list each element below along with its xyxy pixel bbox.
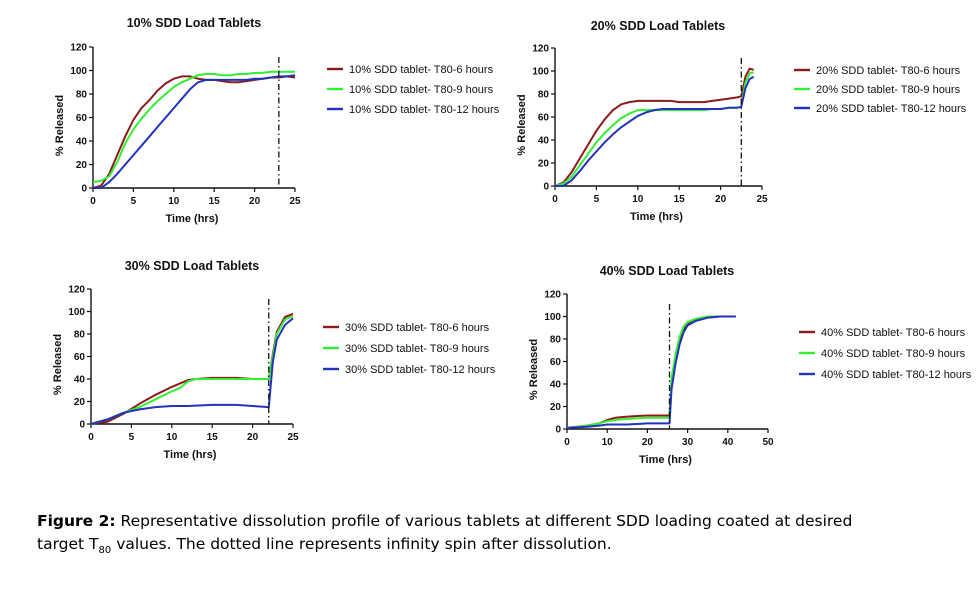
chart-title: 30% SDD Load Tablets: [125, 259, 260, 273]
x-axis-label: Time (hrs): [639, 454, 692, 466]
y-tick-label: 20: [74, 397, 86, 408]
y-tick-label: 60: [550, 357, 562, 368]
y-tick-label: 40: [76, 137, 88, 148]
y-tick-label: 80: [76, 90, 88, 101]
legend-label-3: 30% SDD tablet- T80-12 hours: [345, 364, 496, 376]
x-tick-label: 5: [129, 432, 135, 443]
x-axis-label: Time (hrs): [166, 213, 219, 225]
x-tick-label: 30: [682, 437, 694, 448]
x-tick-label: 5: [594, 194, 600, 205]
series-line-3: [90, 317, 294, 425]
y-tick-label: 40: [538, 136, 550, 147]
series-line-1: [92, 75, 296, 189]
y-tick-label: 60: [538, 113, 550, 124]
y-tick-label: 0: [81, 184, 87, 195]
y-tick-label: 60: [74, 352, 86, 363]
y-tick-label: 20: [550, 402, 562, 413]
series-line-1: [566, 315, 736, 429]
caption-subscript: 80: [98, 545, 112, 557]
chart-title: 40% SDD Load Tablets: [600, 264, 735, 278]
series-line-3: [555, 75, 755, 187]
chart-title: 10% SDD Load Tablets: [127, 16, 262, 30]
chart-panel-1: 10% SDD Load Tablets 0 20 40 60 80 100 120 0 5 10 1…: [54, 16, 500, 225]
y-axis-label: % Released: [54, 95, 66, 156]
y-tick-label: 120: [68, 285, 85, 296]
y-axis-label: % Released: [528, 339, 540, 400]
y-tick-label: 100: [544, 312, 561, 323]
series-line-2: [92, 70, 295, 184]
y-tick-label: 80: [550, 335, 562, 346]
x-tick-label: 25: [287, 432, 299, 443]
y-tick-label: 80: [538, 90, 550, 101]
legend-label-1: 20% SDD tablet- T80-6 hours: [816, 65, 961, 77]
series-line-3: [566, 315, 736, 429]
x-tick-label: 0: [88, 432, 94, 443]
x-tick-label: 25: [289, 196, 301, 207]
figure-caption: Figure 2: Representative dissolution pro…: [37, 510, 937, 562]
legend-label-2: 10% SDD tablet- T80-9 hours: [349, 84, 494, 96]
x-tick-label: 15: [207, 432, 219, 443]
y-tick-label: 100: [532, 67, 549, 78]
y-tick-label: 100: [68, 307, 85, 318]
x-tick-label: 15: [674, 194, 686, 205]
x-axis-label: Time (hrs): [630, 211, 683, 223]
x-tick-label: 15: [209, 196, 221, 207]
x-tick-label: 20: [247, 432, 259, 443]
x-tick-label: 10: [168, 196, 180, 207]
series-line-2: [554, 71, 754, 187]
legend-label-3: 10% SDD tablet- T80-12 hours: [349, 104, 500, 116]
caption-line-2-pre: target T: [37, 535, 99, 553]
chart-title: 20% SDD Load Tablets: [591, 19, 726, 33]
series-line-2: [566, 315, 736, 429]
x-tick-label: 10: [166, 432, 178, 443]
legend-label-2: 30% SDD tablet- T80-9 hours: [345, 343, 490, 355]
x-tick-label: 10: [632, 194, 644, 205]
x-tick-label: 0: [552, 194, 558, 205]
chart-panel-2: 20% SDD Load Tablets 0 20 40 60 80 100 120 0 5 10 1…: [516, 19, 967, 223]
x-tick-label: 40: [722, 437, 734, 448]
legend-label-1: 30% SDD tablet- T80-6 hours: [345, 322, 490, 334]
legend-label-1: 40% SDD tablet- T80-6 hours: [821, 327, 966, 339]
series-line-1: [554, 67, 754, 187]
y-tick-label: 100: [70, 66, 87, 77]
y-axis-label: % Released: [516, 94, 528, 155]
legend-label-1: 10% SDD tablet- T80-6 hours: [349, 64, 494, 76]
y-tick-label: 40: [74, 375, 86, 386]
y-tick-label: 120: [70, 43, 87, 54]
x-tick-label: 10: [602, 437, 614, 448]
y-axis-label: % Released: [52, 334, 64, 395]
y-tick-label: 120: [544, 290, 561, 301]
y-tick-label: 20: [538, 159, 550, 170]
caption-line-2-post: values. The dotted line represents infin…: [111, 535, 612, 553]
x-tick-label: 20: [715, 194, 727, 205]
y-tick-label: 80: [74, 330, 86, 341]
series-line-2: [90, 315, 294, 425]
y-tick-label: 120: [532, 44, 549, 55]
x-axis-label: Time (hrs): [164, 449, 217, 461]
x-tick-label: 20: [249, 196, 261, 207]
series-line-3: [93, 74, 296, 189]
caption-line-1: Representative dissolution profile of va…: [115, 512, 853, 530]
x-tick-label: 0: [90, 196, 96, 207]
chart-panel-3: 30% SDD Load Tablets 0 20 40 60 80 100 120 0 5 10 1…: [52, 259, 496, 461]
caption-label: Figure 2:: [37, 512, 116, 530]
y-tick-label: 60: [76, 113, 88, 124]
legend-label-3: 20% SDD tablet- T80-12 hours: [816, 103, 967, 115]
legend-label-3: 40% SDD tablet- T80-12 hours: [821, 369, 972, 381]
x-tick-label: 50: [762, 437, 774, 448]
legend-label-2: 20% SDD tablet- T80-9 hours: [816, 84, 961, 96]
chart-panel-4: 40% SDD Load Tablets 0 20 40 60 80 100 120 0 10 20…: [528, 264, 972, 466]
y-tick-label: 0: [79, 420, 85, 431]
x-tick-label: 25: [756, 194, 768, 205]
x-tick-label: 5: [131, 196, 137, 207]
y-tick-label: 40: [550, 380, 562, 391]
legend-label-2: 40% SDD tablet- T80-9 hours: [821, 348, 966, 360]
y-tick-label: 0: [543, 182, 549, 193]
x-tick-label: 0: [564, 437, 570, 448]
y-tick-label: 0: [555, 425, 561, 436]
y-tick-label: 20: [76, 160, 88, 171]
x-tick-label: 20: [642, 437, 654, 448]
